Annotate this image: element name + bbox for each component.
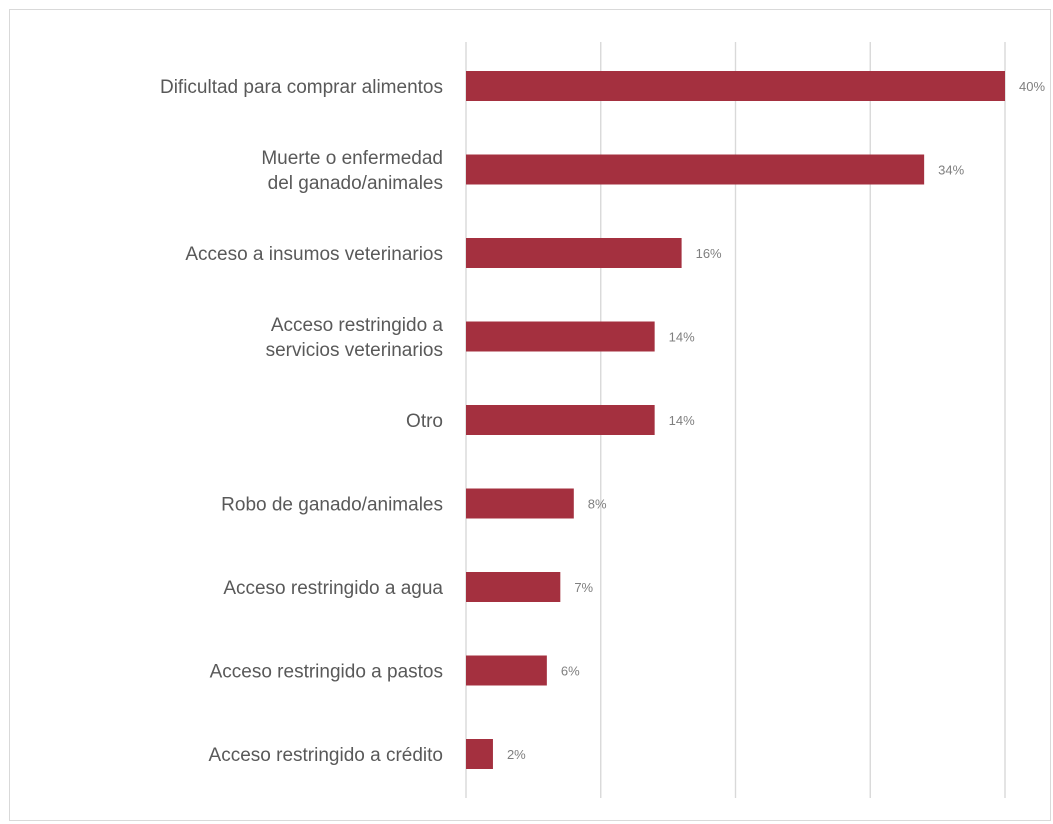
value-label-0: 40% xyxy=(1019,79,1045,94)
category-label-5-line-0: Robo de ganado/animales xyxy=(221,495,443,516)
bar-2 xyxy=(466,238,682,268)
value-label-7: 6% xyxy=(561,664,580,679)
value-label-1: 34% xyxy=(938,163,964,178)
category-label-3-line-0: Acceso restringido a xyxy=(271,315,444,336)
category-label-7-line-0: Acceso restringido a pastos xyxy=(210,662,443,683)
category-label-6: Acceso restringido a agua xyxy=(223,578,443,599)
category-label-0: Dificultad para comprar alimentos xyxy=(160,77,443,98)
category-label-8-line-0: Acceso restringido a crédito xyxy=(209,745,443,766)
value-label-4: 14% xyxy=(669,413,695,428)
value-labels: 40% 34% 16% 14% 14% 8% 7% 6% 2% xyxy=(507,79,1046,762)
value-label-2: 16% xyxy=(696,246,722,261)
category-label-4: Otro xyxy=(406,411,443,432)
category-label-3-line-1: servicios veterinarios xyxy=(266,340,443,361)
value-label-5: 8% xyxy=(588,497,607,512)
bar-3 xyxy=(466,321,655,352)
category-label-1-line-1: del ganado/animales xyxy=(268,173,443,194)
category-label-3: Acceso restringido a servicios veterinari… xyxy=(266,315,444,361)
category-label-2: Acceso a insumos veterinarios xyxy=(185,244,443,265)
category-label-2-line-0: Acceso a insumos veterinarios xyxy=(185,244,443,265)
bars xyxy=(466,71,1005,769)
bar-1 xyxy=(466,154,925,185)
value-label-6: 7% xyxy=(574,580,593,595)
category-label-4-line-0: Otro xyxy=(406,411,443,432)
category-labels: Dificultad para comprar alimentos Muerte … xyxy=(160,77,443,766)
bar-8 xyxy=(466,739,493,769)
category-label-0-line-0: Dificultad para comprar alimentos xyxy=(160,77,443,98)
category-label-5: Robo de ganado/animales xyxy=(221,495,443,516)
bar-4 xyxy=(466,405,655,435)
value-label-3: 14% xyxy=(669,330,695,345)
category-label-1: Muerte o enfermedad del ganado/animales xyxy=(261,148,443,194)
value-label-8: 2% xyxy=(507,747,526,762)
bar-5 xyxy=(466,488,574,519)
bar-7 xyxy=(466,655,547,686)
category-label-7: Acceso restringido a pastos xyxy=(210,662,443,683)
category-label-8: Acceso restringido a crédito xyxy=(209,745,443,766)
category-label-6-line-0: Acceso restringido a agua xyxy=(223,578,443,599)
bar-6 xyxy=(466,572,561,602)
category-label-1-line-0: Muerte o enfermedad xyxy=(261,148,443,169)
bar-0 xyxy=(466,71,1005,101)
